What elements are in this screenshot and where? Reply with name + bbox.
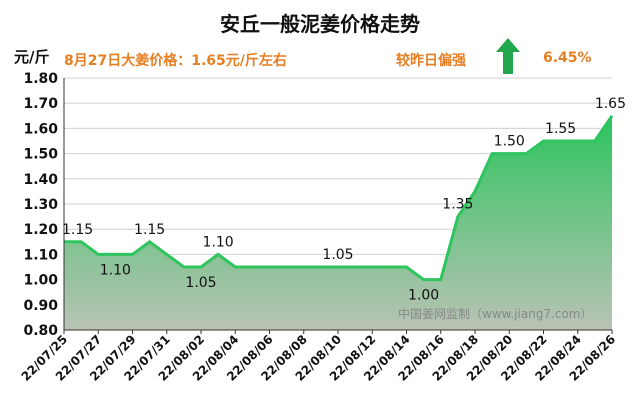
- y-tick-label: 1.30: [23, 197, 58, 213]
- data-label: 1.00: [408, 288, 439, 304]
- data-label: 1.10: [203, 234, 234, 250]
- y-tick-label: 0.90: [23, 298, 58, 314]
- up-arrow-icon: [496, 38, 520, 74]
- area-fill: [64, 115, 612, 330]
- data-label: 1.65: [595, 96, 626, 112]
- data-label: 1.10: [100, 262, 131, 278]
- y-tick-label: 1.20: [23, 222, 58, 238]
- y-axis-unit: 元/斤: [14, 48, 50, 66]
- data-label: 1.15: [62, 222, 93, 238]
- y-tick-label: 1.50: [23, 147, 58, 163]
- data-label: 1.55: [545, 121, 576, 137]
- chart-title: 安丘一般泥姜价格走势: [220, 12, 420, 36]
- y-tick-label: 1.70: [23, 96, 58, 112]
- y-tick-label: 1.40: [23, 172, 58, 188]
- y-tick-label: 1.80: [23, 71, 58, 87]
- compare-label: 较昨日偏强: [396, 53, 466, 69]
- data-labels: 1.15 1.10 1.15 1.05 1.10 1.05 1.00 1.35 1.50 1.55…: [62, 96, 626, 304]
- series-line: [64, 114, 614, 282]
- data-label: 1.05: [322, 247, 353, 263]
- data-label: 1.05: [185, 275, 216, 291]
- change-percent: 6.45%: [543, 50, 592, 66]
- data-label: 1.50: [494, 134, 525, 150]
- y-tick-label: 1.00: [23, 273, 58, 289]
- price-note: 8月27日大姜价格：1.65元/斤左右: [64, 53, 287, 69]
- y-tick-label: 1.10: [23, 247, 58, 263]
- area-series: [64, 114, 614, 330]
- y-tick-label: 0.80: [23, 323, 58, 339]
- data-label: 1.35: [442, 197, 473, 213]
- watermark: 中国姜网监制（www.jiang7.com）: [398, 306, 592, 321]
- data-label: 1.15: [134, 222, 165, 238]
- y-tick-label: 1.60: [23, 121, 58, 137]
